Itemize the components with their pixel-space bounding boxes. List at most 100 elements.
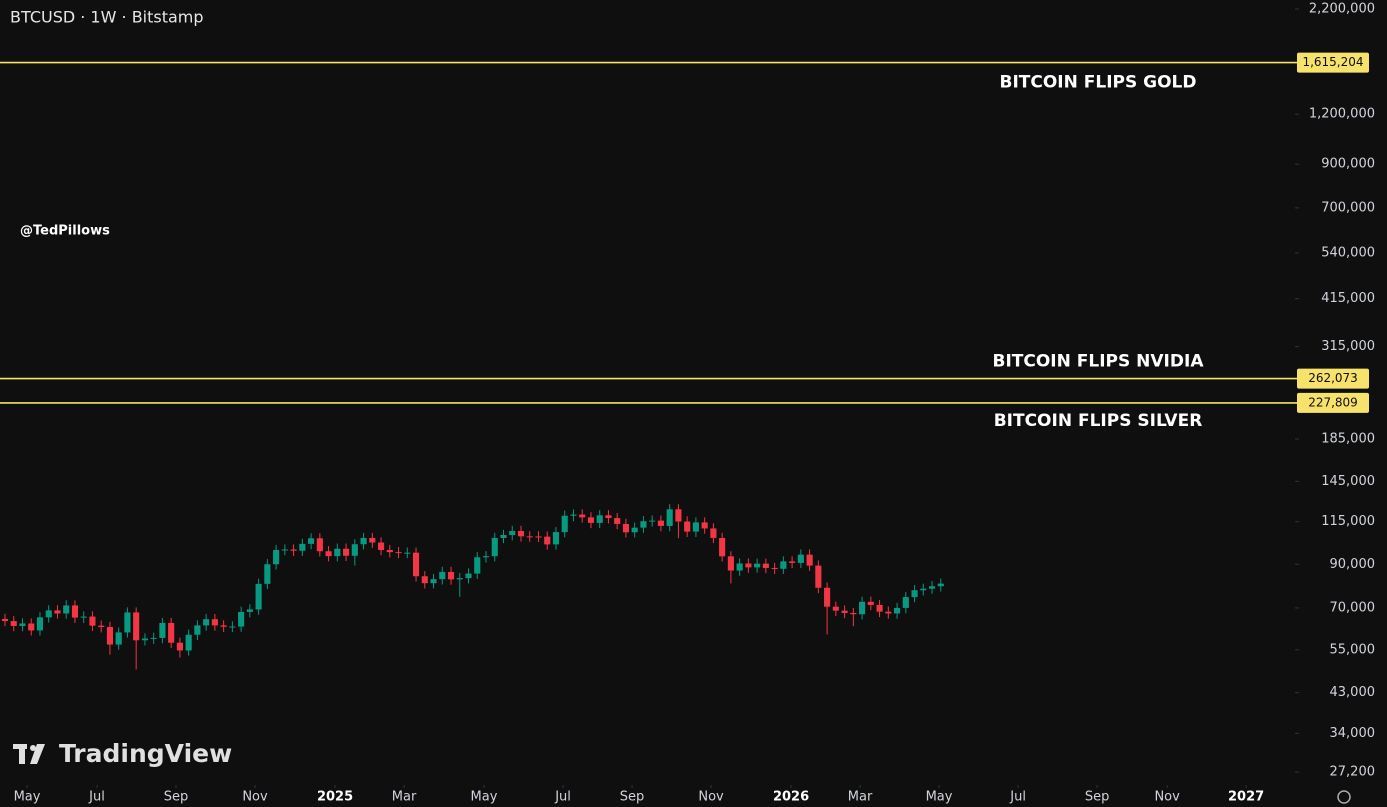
candle-body bbox=[141, 638, 148, 641]
candle-body bbox=[264, 564, 271, 584]
x-tick-label: Mar bbox=[848, 790, 873, 805]
candle-body bbox=[54, 610, 61, 614]
candle-body bbox=[351, 544, 358, 556]
x-tick-label: 2026 bbox=[773, 790, 809, 805]
level-annotation: BITCOIN FLIPS NVIDIA bbox=[993, 352, 1205, 372]
x-tick-label: Nov bbox=[1154, 790, 1180, 805]
candle-body bbox=[168, 622, 175, 643]
candle-body bbox=[176, 642, 183, 651]
candle-body bbox=[106, 627, 113, 645]
candle-body bbox=[36, 617, 44, 631]
logo-text: TradingView bbox=[59, 739, 232, 768]
candle-body bbox=[815, 565, 822, 588]
candle-body bbox=[334, 548, 341, 557]
candle-body bbox=[692, 522, 699, 532]
candle-body bbox=[386, 549, 393, 553]
candle-body bbox=[570, 514, 577, 516]
candle-body bbox=[754, 563, 761, 568]
candle-body bbox=[631, 527, 638, 533]
candle-body bbox=[526, 536, 533, 538]
level-label-box bbox=[1297, 52, 1369, 73]
x-tick-label: Mar bbox=[392, 790, 417, 805]
candle-body bbox=[465, 573, 472, 579]
candle-body bbox=[841, 610, 848, 613]
candle-body bbox=[587, 517, 595, 523]
y-tick-label: 900,000 bbox=[1321, 157, 1375, 172]
level-annotation: BITCOIN FLIPS SILVER bbox=[994, 411, 1203, 431]
candle-body bbox=[89, 616, 96, 626]
candle-body bbox=[150, 637, 157, 639]
candle-body bbox=[98, 625, 105, 628]
level-label: 227,809 bbox=[1308, 395, 1358, 409]
candle-body bbox=[203, 619, 210, 626]
candle-body bbox=[579, 514, 586, 518]
candle-body bbox=[19, 623, 26, 626]
candle-body bbox=[220, 625, 227, 627]
candle-body bbox=[509, 530, 516, 536]
candle-body bbox=[789, 561, 796, 563]
level-annotation: BITCOIN FLIPS GOLD bbox=[999, 73, 1196, 93]
y-tick-label: 90,000 bbox=[1330, 557, 1376, 572]
x-tick-label: Sep bbox=[164, 790, 189, 805]
candle-body bbox=[80, 616, 87, 618]
candle-body bbox=[806, 554, 813, 566]
settings-icon[interactable] bbox=[1337, 790, 1351, 804]
x-tick-label: May bbox=[14, 790, 41, 805]
x-tick-label: 2027 bbox=[1228, 790, 1264, 805]
y-tick-label: 315,000 bbox=[1321, 339, 1375, 354]
x-tick-label: May bbox=[926, 790, 953, 805]
candle-body bbox=[745, 563, 752, 568]
candle-body bbox=[561, 515, 568, 533]
candle-body bbox=[412, 552, 420, 577]
candles bbox=[1, 504, 944, 670]
candle-body bbox=[500, 535, 507, 538]
y-tick-label: 34,000 bbox=[1330, 726, 1376, 741]
y-tick-label: 145,000 bbox=[1321, 474, 1375, 489]
x-tick-label: 2025 bbox=[317, 790, 353, 805]
candle-body bbox=[360, 537, 367, 545]
candle-body bbox=[71, 605, 79, 618]
candle-body bbox=[797, 554, 804, 563]
candle-body bbox=[246, 609, 253, 612]
candle-body bbox=[211, 619, 218, 626]
logo-mark bbox=[13, 744, 45, 764]
candle-body bbox=[762, 563, 769, 568]
candle-body bbox=[780, 561, 787, 569]
candle-body bbox=[684, 521, 691, 532]
candle-body bbox=[430, 579, 437, 584]
candle-body bbox=[404, 552, 411, 554]
candle-body bbox=[517, 530, 525, 537]
y-tick-label: 185,000 bbox=[1321, 432, 1375, 447]
candle-body bbox=[675, 509, 682, 522]
candle-body bbox=[115, 632, 122, 645]
candle-body bbox=[657, 520, 664, 526]
candle-body bbox=[640, 521, 647, 528]
candle-body bbox=[273, 549, 280, 565]
candle-body bbox=[622, 523, 630, 533]
x-tick-label: Jul bbox=[88, 790, 105, 805]
candle-body bbox=[421, 576, 428, 584]
candle-body bbox=[290, 549, 297, 551]
y-tick-label: 540,000 bbox=[1321, 245, 1375, 260]
candle-body bbox=[614, 518, 621, 524]
candle-body bbox=[325, 551, 332, 557]
candle-body bbox=[771, 567, 778, 569]
x-tick-label: May bbox=[471, 790, 498, 805]
candle-body bbox=[649, 520, 656, 522]
candle-body bbox=[596, 515, 603, 523]
candle-body bbox=[185, 634, 192, 651]
candle-body bbox=[395, 552, 402, 554]
candle-body bbox=[299, 543, 306, 551]
x-tick-label: Jul bbox=[1009, 790, 1026, 805]
candle-body bbox=[229, 626, 236, 628]
level-label-box bbox=[1297, 368, 1369, 389]
candle-body bbox=[238, 611, 245, 627]
candle-body bbox=[439, 571, 446, 580]
level-label: 262,073 bbox=[1308, 371, 1358, 385]
candle-body bbox=[859, 601, 866, 615]
candle-body bbox=[666, 509, 673, 526]
candle-body bbox=[736, 563, 743, 571]
y-tick-label: 1,200,000 bbox=[1309, 107, 1375, 122]
candle-body bbox=[876, 604, 883, 612]
candle-body bbox=[159, 622, 166, 638]
